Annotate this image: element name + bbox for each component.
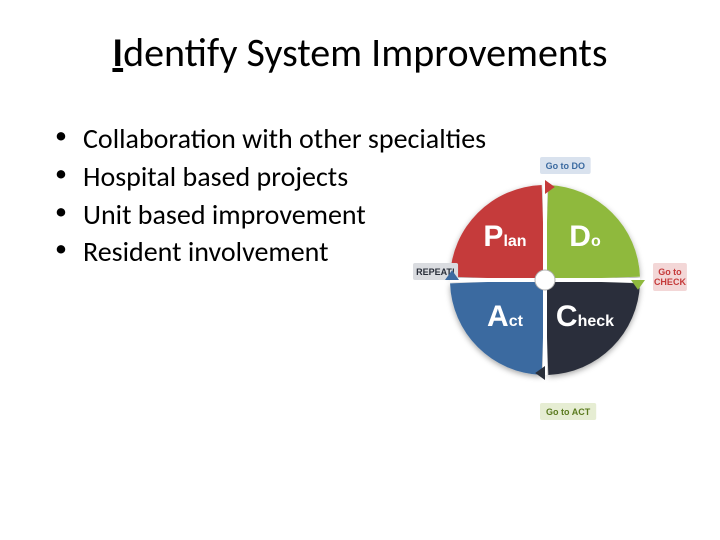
pdca-callout-text-goto-act: Go to ACT (546, 407, 591, 417)
title-rest: dentify System Improvements (123, 28, 607, 77)
pdca-center-dot (535, 270, 555, 290)
pdca-diagram: PlanDoCheckActGo to DOGo toCHECKGo to AC… (395, 145, 695, 435)
slide-title: Identify System Improvements (0, 28, 720, 77)
title-prefix: I (112, 28, 123, 77)
pdca-callout-text-goto-check: CHECK (654, 277, 687, 287)
pdca-callout-text-goto-do: Go to DO (546, 161, 586, 171)
pdca-callout-text-goto-check: Go to (658, 267, 682, 277)
